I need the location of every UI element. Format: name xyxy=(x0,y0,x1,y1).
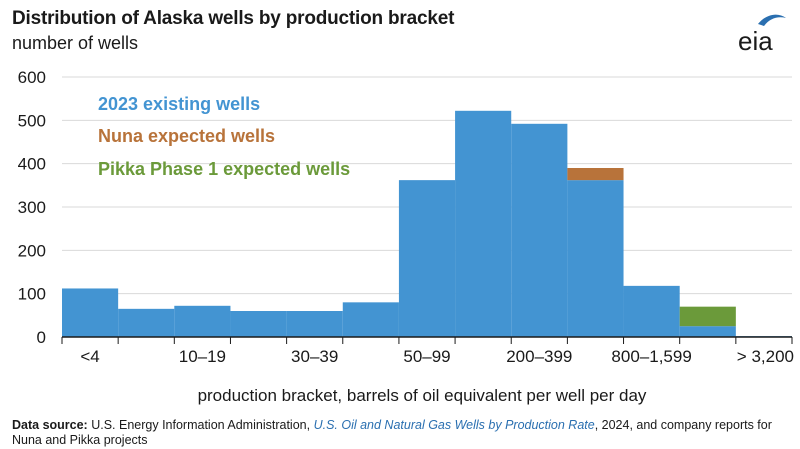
source-text: U.S. Energy Information Administration, xyxy=(91,418,311,432)
bar xyxy=(567,168,624,181)
y-tick-label: 500 xyxy=(18,111,46,130)
bar xyxy=(679,326,736,337)
bar xyxy=(679,306,736,327)
source-link[interactable]: U.S. Oil and Natural Gas Wells by Produc… xyxy=(313,418,595,432)
logo-swoosh-icon xyxy=(758,14,786,26)
y-tick-label: 600 xyxy=(18,68,46,87)
x-tick-label: 50–99 xyxy=(403,347,450,366)
y-tick-label: 200 xyxy=(18,241,46,260)
bar xyxy=(62,288,119,337)
bars xyxy=(62,110,792,338)
legend-entry: 2023 existing wells xyxy=(98,94,261,114)
x-tick-label: 200–399 xyxy=(506,347,572,366)
y-tick-label: 400 xyxy=(18,155,46,174)
y-tick-label: 0 xyxy=(37,328,46,347)
bar xyxy=(623,285,680,337)
source-text-after: , 2024, and company reports for Nuna and… xyxy=(12,418,772,447)
x-tick-label: > 3,200 xyxy=(737,347,794,366)
eia-logo: eia xyxy=(738,14,786,56)
x-tick-label: 30–39 xyxy=(291,347,338,366)
bar xyxy=(567,180,624,337)
x-tick-label: 800–1,599 xyxy=(611,347,691,366)
bar xyxy=(398,180,456,337)
x-tick-label: 10–19 xyxy=(179,347,226,366)
bar xyxy=(230,311,287,337)
bar xyxy=(342,302,399,337)
histogram-chart: 0 100 200 300 400 500 600 <4 10–19 30–39 50–99 200… xyxy=(18,68,794,405)
x-tick-label: <4 xyxy=(80,347,99,366)
bar xyxy=(511,123,568,337)
source-label: Data source: xyxy=(12,418,88,432)
bar xyxy=(286,311,343,337)
chart-title: Distribution of Alaska wells by producti… xyxy=(12,8,455,29)
y-tick-label: 300 xyxy=(18,198,46,217)
bar xyxy=(118,308,175,337)
x-axis-ticks: <4 10–19 30–39 50–99 200–399 800–1,599 > 3,200 xyxy=(61,337,794,366)
grid-lines xyxy=(62,76,792,295)
data-source-note: Data source: U.S. Energy Information Adm… xyxy=(12,418,787,448)
y-axis-ticks: 0 100 200 300 400 500 600 xyxy=(18,68,46,347)
bar xyxy=(455,110,512,337)
logo-text: eia xyxy=(738,26,773,56)
legend-entry: Nuna expected wells xyxy=(98,126,276,146)
bar xyxy=(174,305,231,337)
legend-entry: Pikka Phase 1 expected wells xyxy=(98,159,351,179)
y-tick-label: 100 xyxy=(18,285,46,304)
chart-subtitle: number of wells xyxy=(12,33,139,53)
x-axis-label: production bracket, barrels of oil equiv… xyxy=(198,386,647,405)
